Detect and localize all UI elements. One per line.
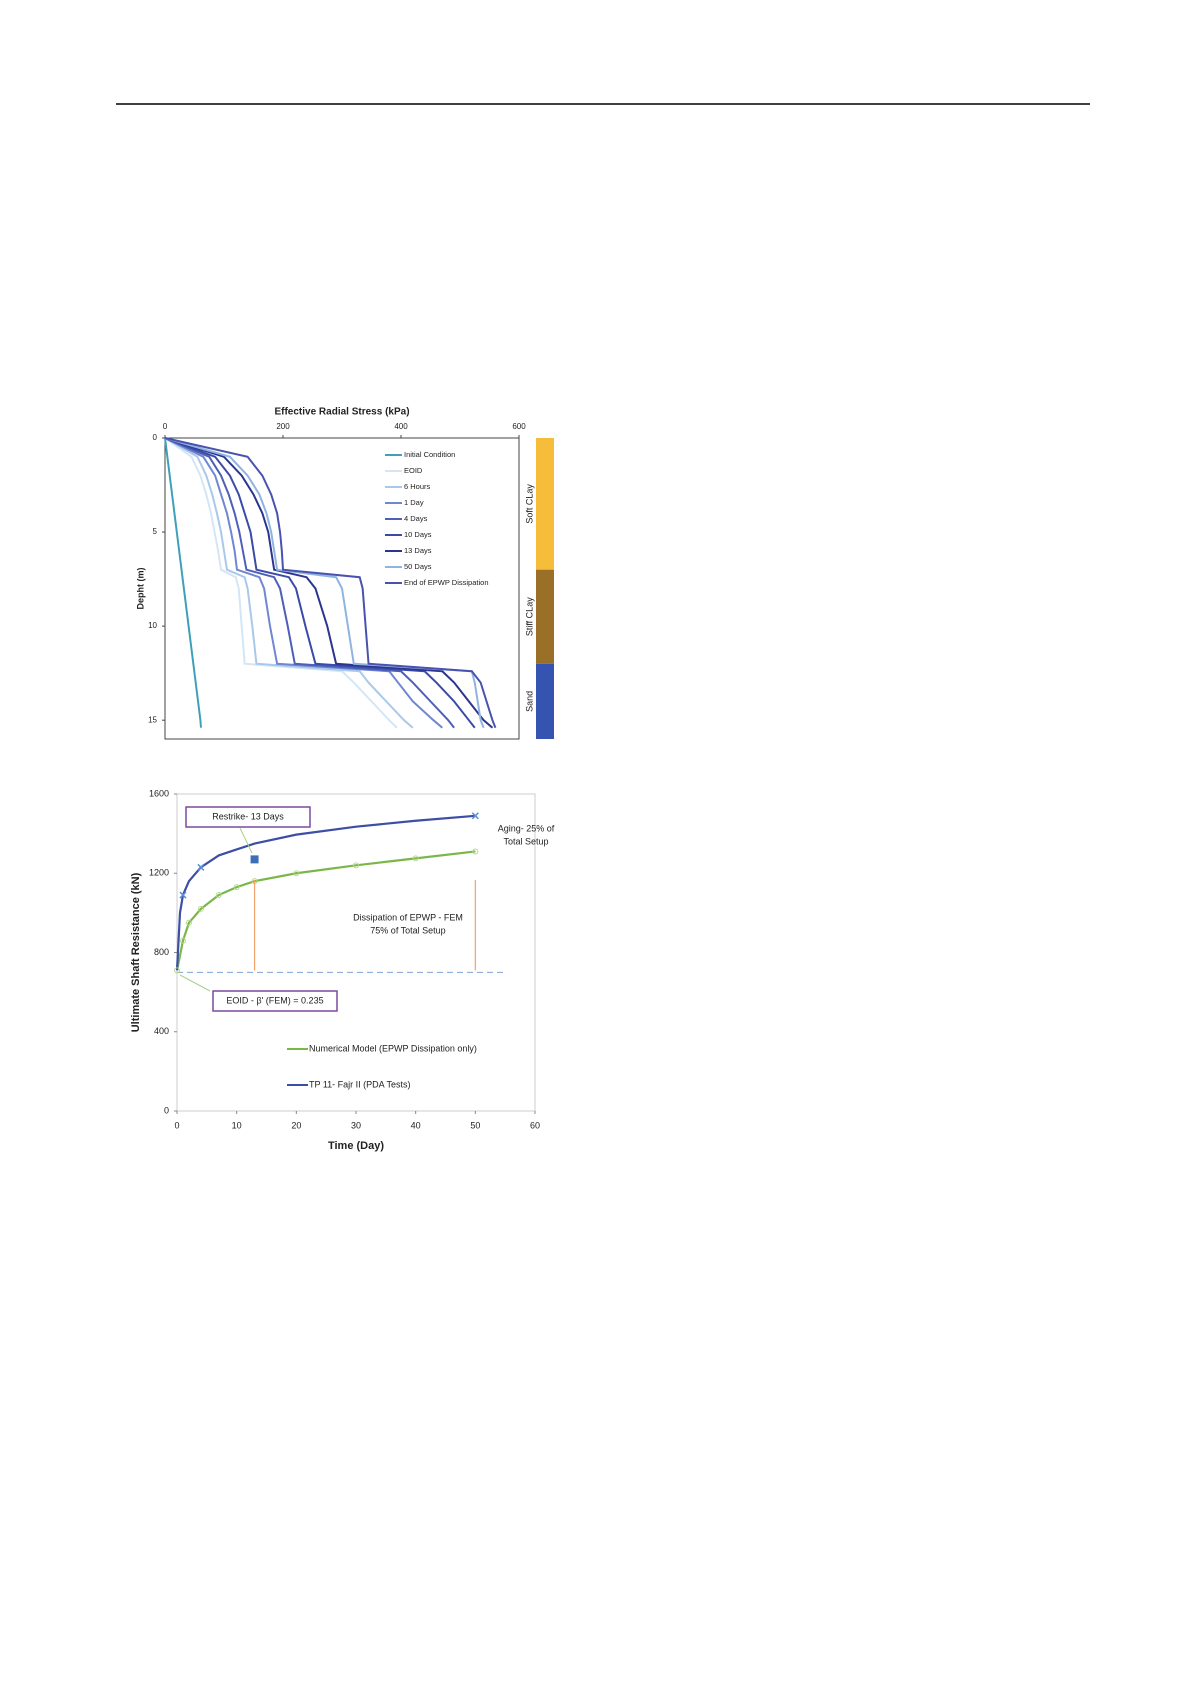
y-axis-title: Ultimate Shaft Resistance (kN) xyxy=(130,872,142,1032)
resistance-curve xyxy=(175,814,476,971)
y-tick-label: 0 xyxy=(164,1105,169,1115)
model-point xyxy=(215,892,222,899)
x-tick-label: 0 xyxy=(163,422,168,431)
resistance-curve xyxy=(175,850,476,971)
annotation-box xyxy=(185,806,311,828)
legend-label: End of EPWP Dissipation xyxy=(404,578,489,587)
annotation: Restrike- 13 Days xyxy=(212,811,284,821)
legend-label: EOID xyxy=(404,466,423,475)
legend-label: 13 Days xyxy=(404,546,432,555)
y-axis-title: Depht (m) xyxy=(135,568,145,610)
model-point xyxy=(185,919,192,926)
depth-profile xyxy=(164,437,202,728)
x-tick-label: 400 xyxy=(394,422,408,431)
legend-label: Initial Condition xyxy=(404,450,455,459)
legend-label: 50 Days xyxy=(404,562,432,571)
y-tick-label: 400 xyxy=(154,1026,169,1036)
model-point xyxy=(179,937,186,944)
depth-profile xyxy=(164,437,455,729)
soil-layer-label: Stiff CLay xyxy=(524,597,534,636)
x-tick-label: 40 xyxy=(411,1120,421,1130)
annotation: 75% of Total Setup xyxy=(370,925,445,935)
restrike-marker xyxy=(250,855,259,864)
model-point xyxy=(353,862,359,869)
depth-profile xyxy=(164,437,443,729)
callout xyxy=(239,827,253,854)
y-tick-label: 5 xyxy=(153,527,158,536)
model-point xyxy=(174,967,180,974)
x-tick-label: 0 xyxy=(174,1120,179,1130)
soil-layer-label: Soft CLay xyxy=(524,484,534,524)
depth-profile xyxy=(164,437,494,729)
y-tick-label: 1200 xyxy=(149,868,169,878)
model-point xyxy=(197,905,204,912)
x-tick-label: 30 xyxy=(351,1120,361,1130)
model-point xyxy=(293,870,300,877)
legend-label: 10 Days xyxy=(404,530,432,539)
pda-marker xyxy=(179,891,187,899)
soil-layer-label: Sand xyxy=(524,691,534,712)
legend-label: Numerical Model (EPWP Dissipation only) xyxy=(309,1043,477,1053)
depth-profile xyxy=(164,437,414,729)
legend-label: 6 Hours xyxy=(404,482,431,491)
model-point xyxy=(472,848,479,855)
x-tick-label: 60 xyxy=(530,1120,540,1130)
depth-profile xyxy=(164,437,398,729)
x-tick-label: 20 xyxy=(291,1120,301,1130)
callout xyxy=(179,974,211,992)
y-tick-label: 800 xyxy=(154,947,169,957)
x-tick-label: 600 xyxy=(512,422,526,431)
depth-profile xyxy=(164,437,476,729)
annotation: EOID - β' (FEM) = 0.235 xyxy=(226,995,323,1005)
figure-b xyxy=(125,780,550,1155)
x-axis-title: Effective Radial Stress (kPa) xyxy=(274,407,409,418)
plot-frame xyxy=(164,437,520,740)
y-tick-label: 1600 xyxy=(149,788,169,798)
pda-marker xyxy=(471,812,479,820)
model-point xyxy=(412,855,419,862)
x-tick-label: 10 xyxy=(232,1120,242,1130)
soil-layer xyxy=(536,569,554,664)
x-tick-label: 200 xyxy=(276,422,290,431)
annotation: Dissipation of EPWP - FEM xyxy=(353,912,463,922)
legend-label: 4 Days xyxy=(404,514,428,523)
y-tick-label: 10 xyxy=(148,621,157,630)
pda-marker xyxy=(197,863,205,871)
soil-layer xyxy=(536,438,554,570)
annotation-box xyxy=(212,990,338,1012)
soil-layer xyxy=(536,663,554,739)
depth-profile xyxy=(164,437,497,729)
annotation: Total Setup xyxy=(503,836,548,846)
x-tick-label: 50 xyxy=(470,1120,480,1130)
model-point xyxy=(233,884,240,891)
depth-profile xyxy=(164,437,485,729)
y-tick-label: 15 xyxy=(148,715,157,724)
y-tick-label: 0 xyxy=(153,433,158,442)
figure-a xyxy=(135,402,560,742)
annotation: Aging- 25% of xyxy=(498,823,555,833)
x-axis-title: Time (Day) xyxy=(328,1140,384,1152)
legend-label: TP 11- Fajr II (PDA Tests) xyxy=(309,1079,411,1089)
legend-label: 1 Day xyxy=(404,498,424,507)
